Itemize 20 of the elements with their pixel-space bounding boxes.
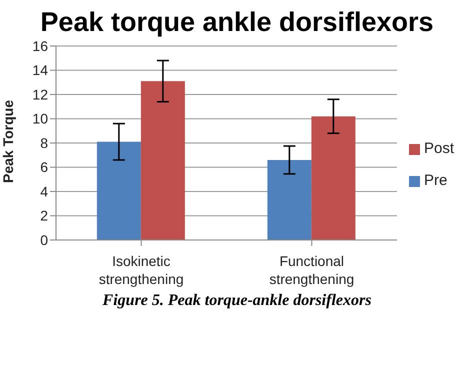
bar (311, 116, 356, 240)
y-tick-label: 2 (40, 208, 48, 224)
x-tick-label: Isokinetic strengthening (98, 253, 184, 287)
y-tick-label: 14 (32, 62, 48, 78)
legend-label: Pre (424, 172, 448, 189)
y-tick-label: 6 (40, 159, 48, 176)
chart-title: Peak torque ankle dorsiflexors (40, 7, 434, 37)
legend-label: Post (424, 140, 454, 157)
y-tick-label: 8 (40, 134, 48, 151)
bar (140, 81, 185, 240)
y-axis-title: Peak Torque (0, 100, 16, 183)
x-tick-label: Functional strengthening (269, 253, 354, 287)
y-tick-label: 12 (32, 86, 48, 102)
y-tick-label: 0 (40, 232, 48, 248)
bar (267, 160, 312, 240)
y-tick-label: 10 (32, 110, 48, 127)
caption: Figure 5. Peak torque-ankle dorsiflexors (102, 292, 372, 310)
y-tick-label: 4 (40, 183, 48, 200)
y-tick-label: 16 (32, 38, 48, 54)
bar (96, 142, 141, 240)
